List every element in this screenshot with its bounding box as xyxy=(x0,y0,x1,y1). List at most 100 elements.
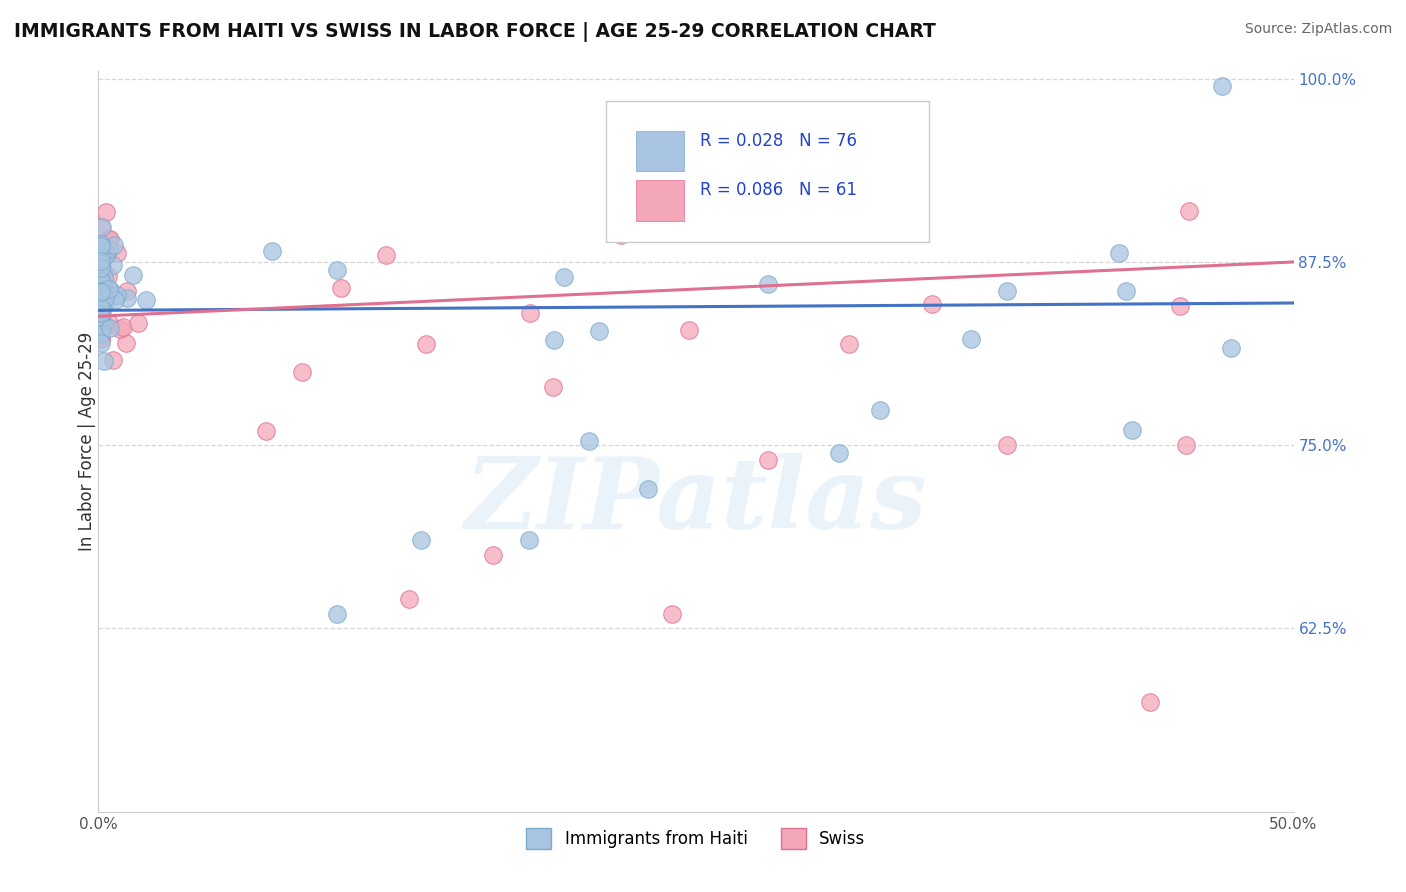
Point xyxy=(90,325,112,339)
Point xyxy=(828,445,851,459)
Point xyxy=(90,296,112,310)
Point xyxy=(838,336,860,351)
Point xyxy=(578,434,600,449)
Point xyxy=(135,293,157,307)
Point xyxy=(960,332,983,346)
Point xyxy=(90,311,112,326)
Point xyxy=(108,322,131,336)
Point xyxy=(90,291,112,305)
Point xyxy=(91,299,114,313)
Point xyxy=(93,354,115,368)
Point xyxy=(90,278,112,293)
Point xyxy=(90,314,112,328)
Point xyxy=(329,281,352,295)
Point xyxy=(90,303,112,318)
Point xyxy=(588,324,610,338)
Point xyxy=(326,263,349,277)
Point xyxy=(374,248,396,262)
Point xyxy=(1139,695,1161,709)
Point xyxy=(254,424,277,438)
Point xyxy=(94,249,117,263)
Point xyxy=(97,282,120,296)
Point xyxy=(1211,78,1233,93)
Point xyxy=(90,303,112,318)
Point xyxy=(96,247,118,261)
Point xyxy=(411,533,433,548)
Point xyxy=(90,249,112,263)
Point xyxy=(90,241,112,255)
Point xyxy=(1121,423,1143,437)
Point xyxy=(852,174,875,188)
Point xyxy=(101,258,124,272)
Point xyxy=(661,607,683,621)
Point xyxy=(678,323,700,337)
Point xyxy=(91,301,114,315)
Point xyxy=(111,319,134,334)
Point xyxy=(90,248,112,262)
Text: R = 0.086   N = 61: R = 0.086 N = 61 xyxy=(700,181,856,199)
Point xyxy=(869,402,891,417)
Point xyxy=(122,268,145,283)
Point xyxy=(91,283,114,297)
Text: ZIPatlas: ZIPatlas xyxy=(465,452,927,549)
Point xyxy=(90,237,112,252)
Point xyxy=(90,310,112,324)
Point xyxy=(921,296,943,310)
Point xyxy=(90,287,112,301)
Point xyxy=(90,246,112,260)
Point xyxy=(127,316,149,330)
Point xyxy=(90,274,112,288)
Point xyxy=(90,285,112,299)
Y-axis label: In Labor Force | Age 25-29: In Labor Force | Age 25-29 xyxy=(79,332,96,551)
Point xyxy=(541,379,564,393)
Point xyxy=(481,548,505,562)
Point xyxy=(101,353,124,368)
Point xyxy=(90,324,112,338)
Point xyxy=(103,289,125,303)
Point xyxy=(90,269,112,284)
Point xyxy=(519,306,541,320)
Point xyxy=(90,332,112,346)
Point xyxy=(90,277,112,292)
Point xyxy=(90,219,112,234)
Point xyxy=(90,261,112,276)
Point xyxy=(97,269,120,284)
Point xyxy=(97,316,120,330)
Point xyxy=(517,533,540,548)
Point xyxy=(115,336,138,351)
Point xyxy=(90,267,112,281)
Point xyxy=(98,232,121,246)
FancyBboxPatch shape xyxy=(606,101,929,242)
FancyBboxPatch shape xyxy=(637,130,685,171)
Point xyxy=(115,284,138,298)
Point xyxy=(90,262,112,277)
Point xyxy=(90,327,112,342)
Point xyxy=(995,438,1018,452)
Point xyxy=(90,290,112,304)
Point xyxy=(90,307,112,321)
Point xyxy=(90,335,112,350)
Point xyxy=(637,482,659,496)
Point xyxy=(415,337,437,351)
Point xyxy=(1168,299,1191,313)
Point xyxy=(90,258,112,272)
Point xyxy=(90,259,112,273)
Point xyxy=(90,305,112,319)
Point xyxy=(90,301,112,316)
Point xyxy=(995,285,1018,299)
Point xyxy=(98,242,121,256)
FancyBboxPatch shape xyxy=(637,180,685,221)
Point xyxy=(1108,246,1130,260)
Point xyxy=(90,247,112,261)
Point xyxy=(91,295,114,310)
Point xyxy=(98,284,121,298)
Point xyxy=(260,244,283,258)
Point xyxy=(105,245,128,260)
Point xyxy=(398,592,420,607)
Point xyxy=(90,257,112,271)
Point xyxy=(821,217,844,231)
Point xyxy=(1175,438,1198,452)
Point xyxy=(90,293,112,307)
Point xyxy=(90,298,112,312)
Point xyxy=(97,232,120,246)
